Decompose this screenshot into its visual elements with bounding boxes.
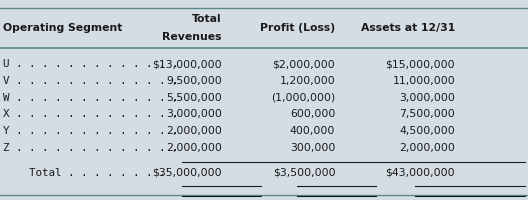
Text: 300,000: 300,000 [290, 143, 335, 153]
Text: U . . . . . . . . . . . . .: U . . . . . . . . . . . . . [3, 59, 178, 69]
Text: $15,000,000: $15,000,000 [385, 59, 455, 69]
Text: Z . . . . . . . . . . . . .: Z . . . . . . . . . . . . . [3, 143, 178, 153]
Text: 5,500,000: 5,500,000 [166, 93, 222, 103]
Text: $35,000,000: $35,000,000 [152, 168, 222, 178]
Text: 4,500,000: 4,500,000 [399, 126, 455, 136]
Text: 3,000,000: 3,000,000 [166, 109, 222, 119]
Text: 11,000,000: 11,000,000 [392, 76, 455, 86]
Text: $2,000,000: $2,000,000 [272, 59, 335, 69]
Text: $13,000,000: $13,000,000 [152, 59, 222, 69]
Text: Operating Segment: Operating Segment [3, 23, 122, 33]
Text: 2,000,000: 2,000,000 [399, 143, 455, 153]
Text: $3,500,000: $3,500,000 [272, 168, 335, 178]
Text: Total . . . . . . . .: Total . . . . . . . . [3, 168, 165, 178]
Text: 600,000: 600,000 [290, 109, 335, 119]
Text: (1,000,000): (1,000,000) [271, 93, 335, 103]
Text: Total: Total [192, 14, 222, 24]
Text: Assets at 12/31: Assets at 12/31 [361, 23, 455, 33]
Text: Y . . . . . . . . . . . . .: Y . . . . . . . . . . . . . [3, 126, 178, 136]
Text: Revenues: Revenues [162, 32, 222, 42]
Text: $43,000,000: $43,000,000 [385, 168, 455, 178]
Text: 3,000,000: 3,000,000 [399, 93, 455, 103]
Text: 400,000: 400,000 [290, 126, 335, 136]
Text: V . . . . . . . . . . . . .: V . . . . . . . . . . . . . [3, 76, 178, 86]
Text: 1,200,000: 1,200,000 [279, 76, 335, 86]
Text: 2,000,000: 2,000,000 [166, 126, 222, 136]
Text: 7,500,000: 7,500,000 [399, 109, 455, 119]
Text: 9,500,000: 9,500,000 [166, 76, 222, 86]
Text: Profit (Loss): Profit (Loss) [260, 23, 335, 33]
Text: W . . . . . . . . . . . . .: W . . . . . . . . . . . . . [3, 93, 178, 103]
Text: 2,000,000: 2,000,000 [166, 143, 222, 153]
Text: X . . . . . . . . . . . . .: X . . . . . . . . . . . . . [3, 109, 178, 119]
